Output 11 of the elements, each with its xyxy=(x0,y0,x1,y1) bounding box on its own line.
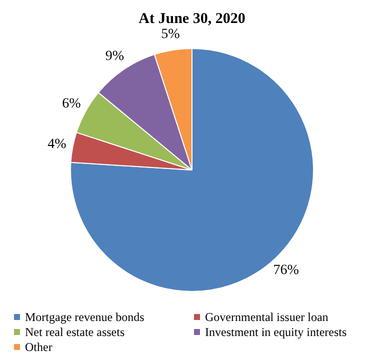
chart-title: At June 30, 2020 xyxy=(138,10,246,27)
legend-label: Net real estate assets xyxy=(25,325,125,339)
data-label: 9% xyxy=(105,48,124,64)
legend-label: Investment in equity interests xyxy=(205,325,347,339)
legend-label: Other xyxy=(25,340,52,354)
data-label: 76% xyxy=(273,262,300,278)
legend-label: Governmental issuer loan xyxy=(205,310,328,324)
data-label: 4% xyxy=(48,136,67,152)
data-label: 6% xyxy=(62,96,82,112)
legend-label: Mortgage revenue bonds xyxy=(25,310,144,324)
data-label: 5% xyxy=(161,26,180,42)
